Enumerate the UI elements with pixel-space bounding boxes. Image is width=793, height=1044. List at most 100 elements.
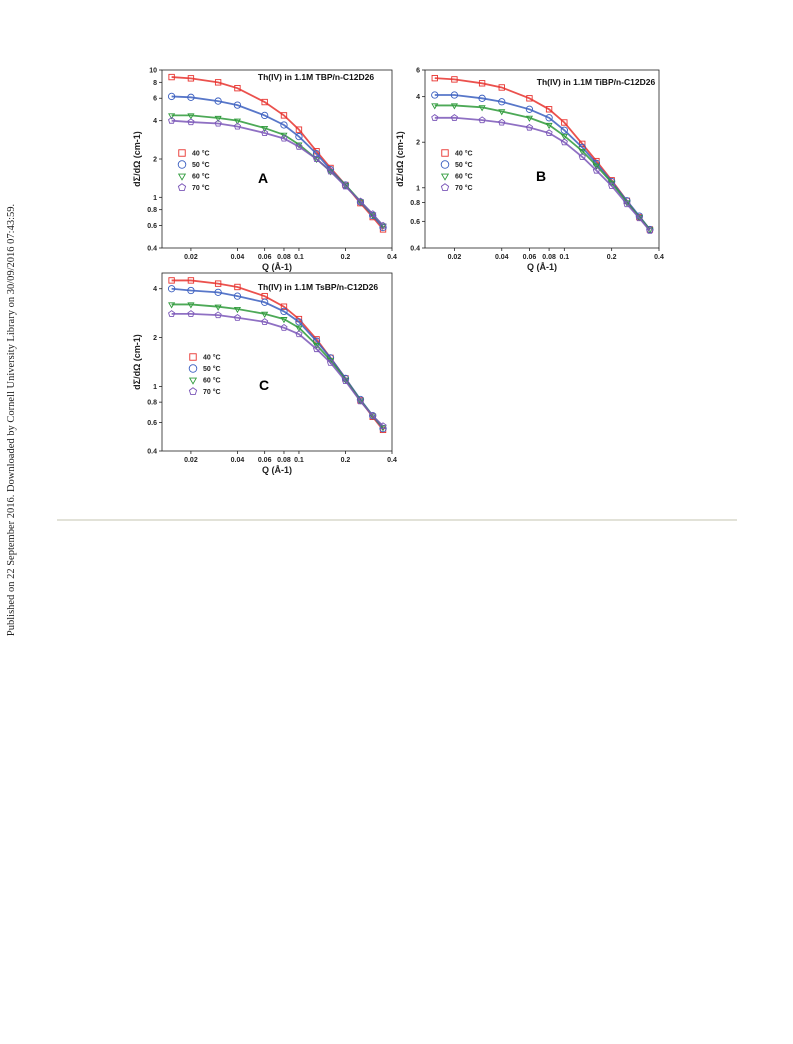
- y-tick-label: 4: [153, 118, 157, 125]
- marker-pentagon: [261, 318, 269, 325]
- marker-pentagon: [187, 310, 195, 317]
- fit-line: [171, 312, 384, 427]
- fit-line: [171, 119, 384, 227]
- fit-line: [171, 114, 384, 227]
- legend-label: 60 °C: [455, 173, 473, 181]
- chart-title: Th(IV) in 1.1M TiBP/n-C12D26: [537, 77, 656, 87]
- marker-pentagon: [214, 119, 222, 127]
- marker-square: [280, 112, 288, 119]
- fit-line: [434, 104, 651, 231]
- y-tick-label: 0.4: [410, 246, 420, 253]
- marker-pentagon: [168, 310, 176, 317]
- marker-pentagon: [498, 118, 506, 126]
- side-note: Published on 22 September 2016. Download…: [6, 204, 17, 636]
- x-axis-label: Q (Å-1): [262, 262, 292, 272]
- marker-pentagon: [214, 311, 222, 319]
- marker-triangle: [440, 173, 450, 181]
- marker-pentagon: [187, 118, 195, 126]
- y-tick-label: 0.4: [147, 449, 157, 456]
- x-tick-label: 0.06: [258, 457, 272, 464]
- legend-label: 70 °C: [192, 184, 210, 192]
- marker-pentagon: [450, 114, 458, 121]
- y-tick-label: 4: [153, 286, 157, 293]
- legend-label: 70 °C: [203, 388, 221, 396]
- marker-square: [261, 98, 268, 106]
- x-tick-label: 0.4: [387, 254, 397, 261]
- plot-frame: [424, 69, 660, 249]
- x-tick-label: 0.2: [341, 457, 351, 464]
- marker-circle: [440, 160, 450, 169]
- marker-circle: [280, 121, 288, 129]
- marker-circle: [177, 160, 187, 169]
- x-tick-label: 0.1: [294, 254, 304, 261]
- y-tick-label: 0.6: [147, 420, 157, 427]
- x-tick-label: 0.2: [341, 254, 351, 261]
- legend-label: 60 °C: [192, 173, 210, 181]
- y-tick-label: 0.8: [147, 400, 157, 407]
- legend-label: 70 °C: [455, 184, 473, 192]
- x-tick-label: 0.08: [542, 254, 556, 261]
- marker-circle: [261, 111, 269, 120]
- legend-label: 60 °C: [203, 377, 221, 385]
- marker-circle: [312, 150, 321, 158]
- y-tick-label: 4: [416, 94, 420, 101]
- marker-pentagon: [635, 214, 643, 222]
- plot-frame: [161, 272, 393, 452]
- y-tick-label: 1: [153, 195, 157, 202]
- marker-triangle: [188, 377, 198, 385]
- marker-circle: [295, 318, 303, 326]
- legend-label: 40 °C: [192, 150, 210, 158]
- x-tick-label: 0.04: [495, 254, 509, 261]
- x-tick-label: 0.2: [607, 254, 617, 261]
- marker-circle: [280, 307, 288, 316]
- legend-label: 50 °C: [455, 161, 473, 169]
- x-tick-label: 0.08: [277, 457, 291, 464]
- x-tick-label: 0.04: [231, 457, 245, 464]
- plot-frame: [161, 69, 393, 249]
- marker-triangle: [379, 223, 387, 230]
- marker-square: [561, 119, 568, 126]
- marker-circle: [295, 132, 303, 141]
- marker-pentagon: [233, 313, 242, 321]
- x-tick-label: 0.02: [184, 457, 198, 464]
- y-tick-label: 0.4: [147, 246, 157, 253]
- y-axis-label: dΣ/dΩ (cm-1): [132, 131, 142, 187]
- y-tick-label: 0.8: [147, 207, 157, 214]
- x-tick-label: 0.06: [523, 254, 537, 261]
- marker-pentagon: [168, 116, 176, 124]
- x-tick-label: 0.08: [277, 254, 291, 261]
- chart-title: Th(IV) in 1.1M TsBP/n-C12D26: [258, 282, 379, 292]
- marker-pentagon: [431, 114, 439, 121]
- legend-label: 40 °C: [203, 354, 221, 362]
- x-tick-label: 0.1: [559, 254, 569, 261]
- y-tick-label: 0.8: [410, 200, 420, 207]
- chart-title: Th(IV) in 1.1M TBP/n-C12D26: [258, 72, 374, 82]
- panel-label: A: [258, 170, 268, 186]
- marker-pentagon: [440, 183, 450, 192]
- marker-square: [178, 149, 186, 157]
- y-axis-label: dΣ/dΩ (cm-1): [132, 334, 142, 390]
- y-tick-label: 10: [149, 68, 157, 75]
- y-tick-label: 2: [153, 335, 157, 342]
- marker-square: [280, 303, 288, 310]
- x-tick-label: 0.4: [654, 254, 664, 261]
- y-tick-label: 1: [153, 384, 157, 391]
- y-tick-label: 1: [416, 185, 420, 192]
- marker-pentagon: [623, 200, 631, 208]
- x-tick-label: 0.4: [387, 457, 397, 464]
- legend-label: 40 °C: [455, 150, 473, 158]
- y-tick-label: 6: [153, 96, 157, 103]
- y-tick-label: 6: [416, 68, 420, 75]
- x-axis-label: Q (Å-1): [262, 465, 292, 475]
- panel-label: C: [259, 377, 269, 393]
- fit-line: [434, 116, 651, 232]
- marker-pentagon: [177, 183, 187, 192]
- x-axis-label: Q (Å-1): [527, 262, 557, 272]
- marker-square: [441, 149, 449, 157]
- marker-pentagon: [341, 377, 350, 385]
- y-tick-label: 2: [153, 157, 157, 164]
- y-tick-label: 0.6: [410, 219, 420, 226]
- marker-circle: [188, 364, 198, 373]
- marker-square: [526, 95, 533, 102]
